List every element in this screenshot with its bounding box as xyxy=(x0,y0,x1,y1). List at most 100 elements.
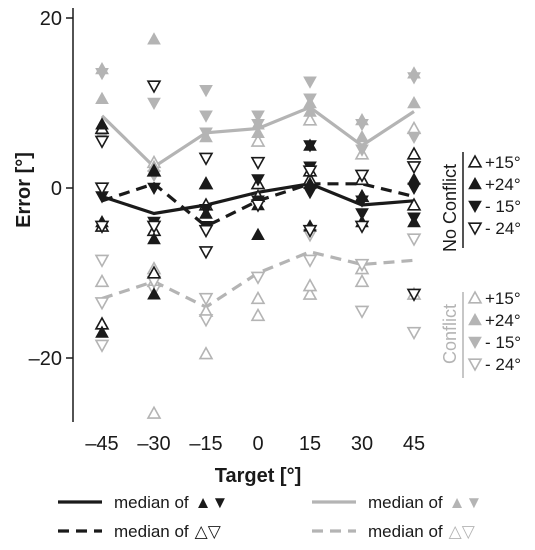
legend-line-symbols: △▽ xyxy=(195,522,222,541)
legend-marker-conflict-down-open xyxy=(467,358,483,372)
data-point-no_conflict-down-open xyxy=(94,135,110,149)
x-tick-label: –15 xyxy=(189,433,222,455)
data-point-conflict-up-open xyxy=(198,346,214,360)
data-point-conflict-up-filled xyxy=(355,129,369,143)
data-point-no_conflict-up-filled xyxy=(147,163,161,177)
legend-line-label: median of △▽ xyxy=(368,522,476,541)
data-point-no_conflict-up-filled xyxy=(251,227,265,241)
legend-marker-conflict-up-filled xyxy=(468,312,482,326)
data-point-no_conflict-down-filled xyxy=(355,195,369,208)
data-point-conflict-down-open xyxy=(302,254,318,268)
data-point-conflict-up-open xyxy=(302,278,318,292)
data-point-no_conflict-down-open xyxy=(250,156,266,171)
y-tick-label: 20 xyxy=(40,8,62,30)
data-point-no_conflict-down-filled xyxy=(147,182,161,196)
data-point-conflict-down-open xyxy=(406,233,422,247)
legend-line-symbols: ▲▼ xyxy=(195,493,229,512)
data-point-conflict-down-filled xyxy=(407,72,421,85)
data-point-conflict-up-open xyxy=(354,273,370,288)
data-point-no_conflict-down-open xyxy=(146,220,162,234)
x-tick-label: 45 xyxy=(403,433,425,455)
legend-line-label-text: median of xyxy=(114,493,189,512)
data-point-no_conflict-down-open xyxy=(250,199,266,213)
legend-label-no_conflict: +24° xyxy=(485,175,521,194)
data-point-no_conflict-down-open xyxy=(198,152,214,166)
legend-marker-no_conflict-up-open xyxy=(467,154,483,168)
data-point-no_conflict-down-filled xyxy=(303,140,317,153)
line-legend: median of ▲▼median of △▽median of ▲▼median … xyxy=(58,493,482,541)
legend-line-label: median of ▲▼ xyxy=(368,493,482,512)
legend-entries: +15° +24° - 15° - 24° +15° +24° - 15° - 24° xyxy=(467,153,521,374)
legend-line-label: median of ▲▼ xyxy=(114,493,228,512)
legend-line-symbols: △▽ xyxy=(449,522,476,541)
legend-label-conflict: - 24° xyxy=(485,355,521,374)
data-point-conflict-up-filled xyxy=(95,91,109,105)
marker-legend: No Conflict Conflict +15° +24° - 15° - 24° +… xyxy=(440,152,521,378)
legend-label-conflict: +15° xyxy=(485,289,521,308)
legend-line-label: median of △▽ xyxy=(114,522,222,541)
data-point-no_conflict-up-filled xyxy=(407,172,421,185)
data-point-conflict-up-open xyxy=(302,112,318,126)
data-point-no_conflict-down-open xyxy=(302,224,318,239)
data-point-no_conflict-down-filled xyxy=(251,174,265,187)
x-tick-label: 30 xyxy=(351,433,373,455)
data-point-conflict-down-filled xyxy=(251,118,265,132)
data-point-no_conflict-up-filled xyxy=(199,176,213,190)
x-ticks: –45 –30 –15 0 15 30 45 xyxy=(85,433,425,455)
data-point-conflict-down-open xyxy=(354,258,370,273)
data-point-conflict-down-filled xyxy=(407,131,421,145)
x-tick-label: –30 xyxy=(137,433,170,455)
legend-label-no_conflict: +15° xyxy=(485,153,521,172)
data-point-no_conflict-down-open xyxy=(406,161,422,175)
data-point-conflict-up-filled xyxy=(407,95,421,109)
legend-marker-no_conflict-down-open xyxy=(467,222,483,236)
legend-label-conflict: - 15° xyxy=(485,333,521,352)
data-point-conflict-down-open xyxy=(94,339,110,353)
data-point-conflict-up-open xyxy=(302,286,318,300)
data-point-conflict-down-filled xyxy=(199,110,213,123)
data-point-conflict-up-open xyxy=(146,405,162,419)
legend-marker-conflict-down-filled xyxy=(468,336,482,350)
data-point-no_conflict-down-filled xyxy=(199,203,213,217)
data-point-conflict-up-open xyxy=(406,120,422,135)
data-point-conflict-down-open xyxy=(94,254,110,268)
data-point-no_conflict-up-open xyxy=(146,265,162,279)
x-tick-label: –45 xyxy=(85,433,118,455)
legend-line-symbols: ▲▼ xyxy=(449,493,483,512)
legend-marker-conflict-up-open xyxy=(467,290,483,304)
data-point-no_conflict-down-open xyxy=(354,220,370,234)
data-point-conflict-down-filled xyxy=(355,118,369,132)
data-point-conflict-down-filled xyxy=(355,144,369,157)
data-point-no_conflict-up-filled xyxy=(95,117,109,130)
data-point-conflict-up-open xyxy=(94,273,110,288)
data-point-no_conflict-down-open xyxy=(198,224,214,239)
legend-label-no_conflict: - 15° xyxy=(485,197,521,216)
legend-line-label-text: median of xyxy=(114,522,189,541)
legend-line-label-text: median of xyxy=(368,493,443,512)
data-point-no_conflict-down-filled xyxy=(407,182,421,196)
data-point-no_conflict-down-open xyxy=(146,80,162,94)
data-point-conflict-down-filled xyxy=(199,84,213,98)
y-tick-label: –20 xyxy=(29,348,62,370)
data-point-conflict-down-filled xyxy=(303,93,317,106)
data-point-no_conflict-down-open xyxy=(94,220,110,234)
data-point-conflict-up-open xyxy=(250,290,266,305)
data-point-conflict-up-filled xyxy=(147,32,161,45)
data-point-no_conflict-down-open xyxy=(198,246,214,260)
data-point-conflict-up-filled xyxy=(303,104,317,117)
legend-label-conflict: +24° xyxy=(485,311,521,330)
data-point-no_conflict-up-open xyxy=(406,197,422,211)
legend-no-conflict-title: No Conflict xyxy=(440,164,460,252)
data-point-conflict-down-open xyxy=(406,326,422,341)
legend-conflict-title: Conflict xyxy=(440,304,460,364)
x-tick-label: 15 xyxy=(299,433,321,455)
data-point-no_conflict-up-filled xyxy=(147,287,161,300)
y-axis-title: Error [°] xyxy=(13,152,35,228)
axes: 20 0 –20 –45 –30 –15 0 15 30 45 Error [°] Target… xyxy=(13,8,425,487)
data-point-conflict-down-filled xyxy=(147,97,161,111)
data-point-no_conflict-up-filled xyxy=(95,325,109,338)
data-point-conflict-down-filled xyxy=(251,110,265,123)
data-point-no_conflict-down-open xyxy=(406,288,422,302)
data-point-conflict-down-open xyxy=(198,292,214,307)
